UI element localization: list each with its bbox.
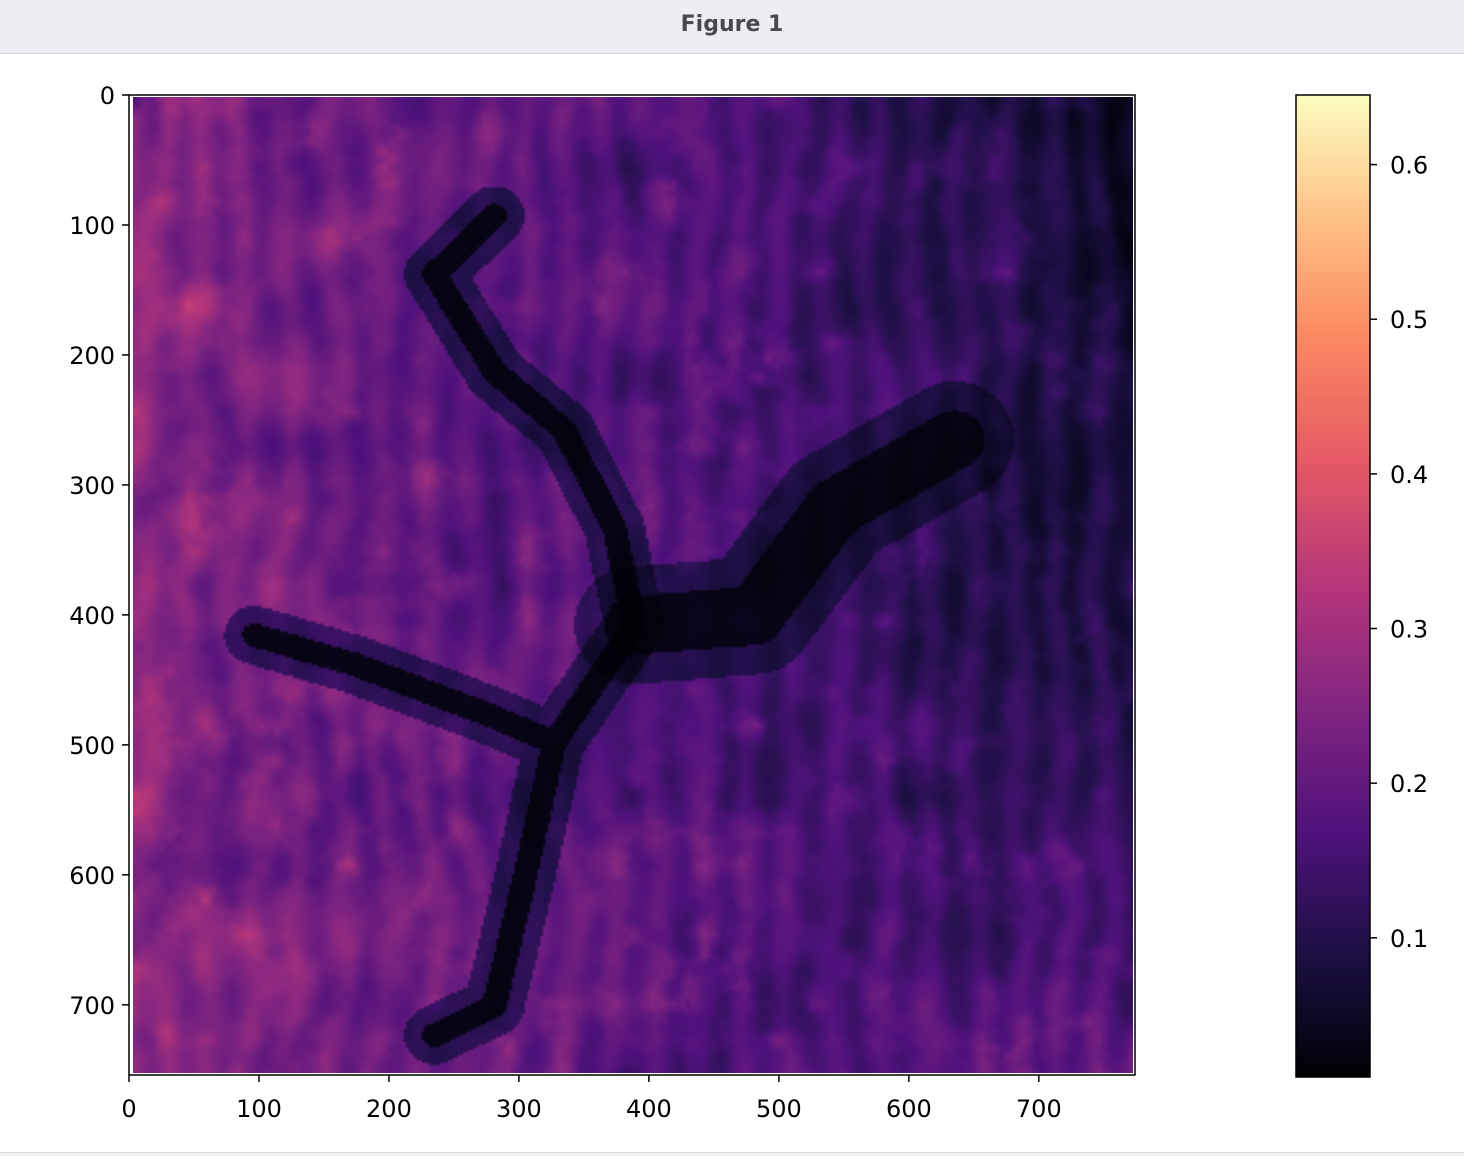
colorbar-tick-label: 0.3	[1390, 616, 1428, 644]
plot-frame	[128, 94, 1136, 1076]
colorbar-tick-label: 0.4	[1390, 461, 1428, 489]
colorbar-axis: 0.1 0.2 0.3 0.4 0.5 0.6	[1370, 152, 1428, 953]
y-tick-label: 200	[69, 342, 115, 370]
colorbar-tick-label: 0.6	[1390, 152, 1428, 180]
y-axis: 0 100 200 300 400 500 600 700	[69, 82, 129, 1020]
y-tick-label: 100	[69, 212, 115, 240]
x-tick-label: 400	[626, 1095, 672, 1123]
y-tick-label: 600	[69, 862, 115, 890]
y-tick-label: 700	[69, 992, 115, 1020]
x-tick-label: 600	[886, 1095, 932, 1123]
figure-canvas: 0 100 200 300 400 500 600 700 0 100 200 300 400 500 6…	[69, 82, 1428, 1123]
y-tick-label: 500	[69, 732, 115, 760]
x-tick-label: 100	[236, 1095, 282, 1123]
x-tick-label: 300	[496, 1095, 542, 1123]
y-tick-label: 300	[69, 472, 115, 500]
colorbar-tick-label: 0.1	[1390, 925, 1428, 953]
window-title: Figure 1	[680, 12, 784, 37]
x-axis: 0 100 200 300 400 500 600 700	[121, 1075, 1062, 1123]
window-titlebar: Figure 1	[0, 0, 1464, 54]
x-tick-label: 0	[121, 1095, 136, 1123]
heatmap-raster	[133, 97, 1133, 1073]
colorbar-tick-label: 0.5	[1390, 306, 1428, 334]
heatmap-image	[133, 97, 1133, 1073]
colorbar	[1295, 94, 1371, 1078]
colorbar-tick-label: 0.2	[1390, 770, 1428, 798]
y-tick-label: 0	[100, 82, 115, 110]
window-bottom-edge	[0, 1152, 1464, 1156]
y-tick-label: 400	[69, 602, 115, 630]
x-tick-label: 700	[1016, 1095, 1062, 1123]
x-tick-label: 500	[756, 1095, 802, 1123]
x-tick-label: 200	[366, 1095, 412, 1123]
